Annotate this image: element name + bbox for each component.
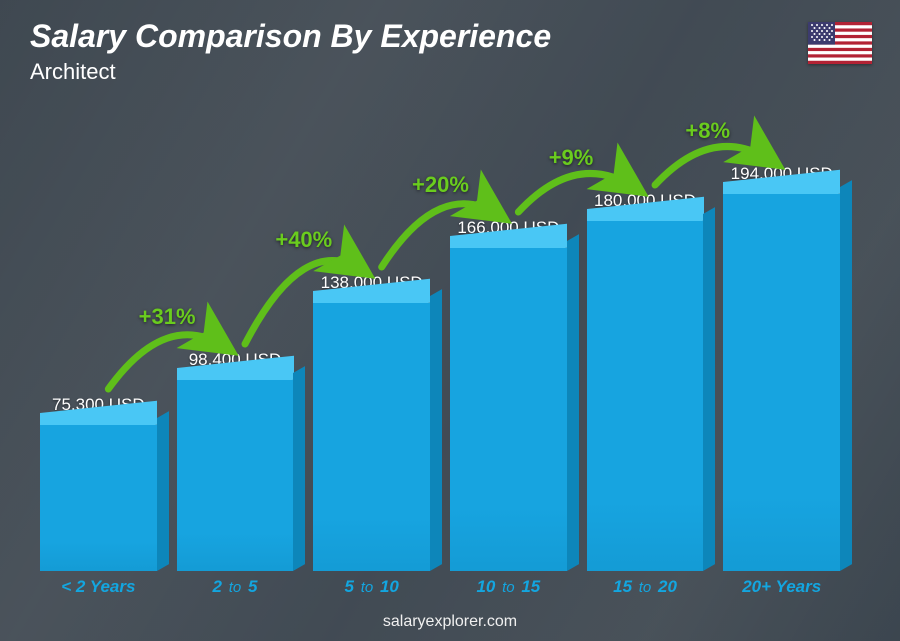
flag-usa-icon	[808, 22, 872, 64]
x-axis-label: 15 to 20	[587, 577, 704, 597]
bar-column: 180,000 USD	[587, 191, 704, 571]
delta-pct-label: +20%	[412, 172, 469, 198]
bar-column: 75,300 USD	[40, 395, 157, 571]
footer-attribution: salaryexplorer.com	[0, 613, 900, 631]
bar-column: 98,400 USD	[177, 350, 294, 571]
page-subtitle: Architect	[30, 59, 870, 85]
delta-pct-label: +8%	[685, 118, 730, 144]
bar-column: 194,000 USD	[723, 164, 840, 571]
delta-pct-label: +40%	[275, 227, 332, 253]
page-title: Salary Comparison By Experience	[30, 18, 870, 55]
x-axis-label: < 2 Years	[40, 577, 157, 597]
bar-3d	[313, 303, 430, 571]
bar-3d	[40, 425, 157, 571]
bar-3d	[450, 248, 567, 571]
header: Salary Comparison By Experience Architec…	[30, 18, 870, 85]
delta-pct-label: +9%	[549, 145, 594, 171]
x-axis: < 2 Years 2 to 5 5 to 10 10 to 15 15 to 20 20…	[40, 577, 840, 597]
delta-pct-label: +31%	[139, 304, 196, 330]
x-axis-label: 2 to 5	[177, 577, 294, 597]
bar-column: 138,000 USD	[313, 273, 430, 571]
x-axis-label: 5 to 10	[313, 577, 430, 597]
bar-3d	[177, 380, 294, 571]
bar-column: 166,000 USD	[450, 218, 567, 571]
x-axis-label: 10 to 15	[450, 577, 567, 597]
bar-3d	[723, 194, 840, 571]
x-axis-label: 20+ Years	[723, 577, 840, 597]
bar-3d	[587, 221, 704, 571]
